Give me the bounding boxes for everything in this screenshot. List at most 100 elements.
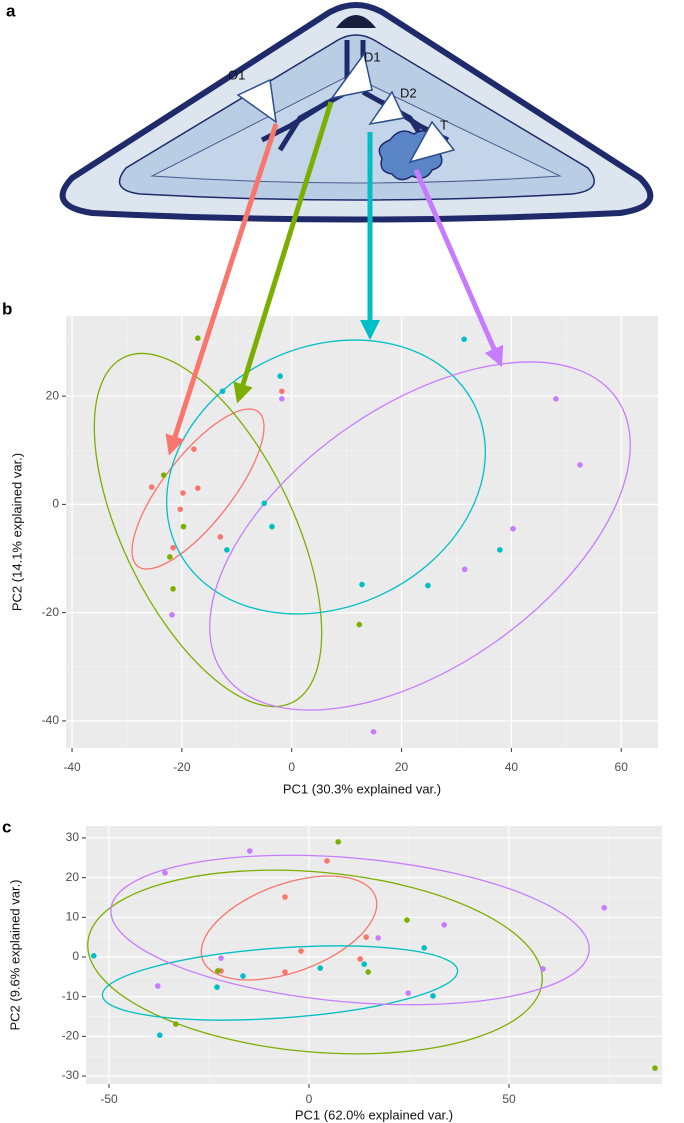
point — [224, 547, 230, 553]
point — [404, 917, 410, 923]
cell-core — [150, 74, 562, 184]
point — [317, 965, 324, 971]
confidence-ellipse — [200, 875, 378, 981]
point — [365, 969, 372, 975]
point — [162, 870, 168, 876]
ellipses — [93, 339, 631, 711]
y-tick-label: -10 — [62, 989, 80, 1003]
point — [405, 990, 412, 996]
ellipses — [87, 854, 590, 1055]
x-tick-label: -20 — [173, 760, 191, 774]
point — [510, 525, 516, 532]
point — [652, 1065, 658, 1071]
x-tick-label: 0 — [306, 1092, 313, 1106]
point — [240, 973, 246, 979]
confidence-ellipse — [166, 339, 486, 615]
y-tick-label: 0 — [52, 497, 59, 511]
x-tick-label: -50 — [100, 1092, 118, 1106]
point — [461, 336, 467, 343]
point — [282, 894, 288, 900]
point — [173, 1021, 179, 1027]
diagram-label: O1 — [228, 67, 245, 82]
point — [430, 993, 436, 999]
point — [177, 506, 184, 513]
x-tick-label: -40 — [63, 760, 81, 774]
diagram-label: T — [440, 117, 448, 132]
panel-label: a — [6, 1, 16, 20]
y-axis-title: PC2 (9.6% explained var.) — [7, 879, 22, 1030]
point — [601, 904, 607, 911]
y-tick-label: 10 — [66, 909, 80, 923]
point — [169, 612, 175, 618]
y-tick-label: -20 — [62, 1029, 80, 1043]
y-tick-label: 20 — [66, 870, 80, 884]
point — [359, 581, 365, 588]
point — [166, 554, 173, 560]
x-tick-label: 20 — [395, 760, 409, 774]
y-tick-label: -30 — [62, 1068, 80, 1082]
probes — [236, 52, 456, 164]
diagram-label: D1 — [364, 49, 381, 64]
point — [441, 922, 448, 928]
point — [194, 485, 201, 491]
plot-background — [66, 316, 658, 748]
panel-label: b — [2, 299, 12, 318]
point — [194, 335, 201, 341]
point — [219, 388, 226, 395]
point — [214, 984, 220, 990]
y-tick-label: 20 — [46, 388, 60, 402]
confidence-ellipse — [209, 361, 631, 711]
cell-diagram: O1 D1 D2 T — [59, 2, 654, 223]
point — [425, 582, 431, 589]
point — [279, 388, 285, 395]
point — [356, 621, 363, 628]
confidence-ellipse — [93, 352, 323, 708]
point — [282, 969, 288, 975]
point — [261, 500, 268, 507]
panel-label: c — [2, 817, 11, 836]
point — [217, 534, 224, 540]
arrow — [233, 101, 334, 404]
point — [324, 858, 330, 864]
point — [370, 728, 377, 735]
point — [180, 490, 186, 496]
point — [160, 472, 167, 478]
point — [247, 848, 253, 854]
point — [215, 968, 221, 974]
point — [497, 547, 503, 553]
x-axis-title: PC1 (30.3% explained var.) — [283, 781, 441, 796]
point — [540, 966, 546, 972]
point — [335, 839, 342, 845]
x-tick-label: 0 — [288, 760, 295, 774]
plot-background — [86, 826, 662, 1084]
y-tick-label: -40 — [42, 713, 60, 727]
confidence-ellipse — [87, 869, 543, 1055]
confidence-ellipse — [101, 945, 459, 1021]
x-tick-label: 60 — [615, 760, 629, 774]
y-tick-label: 30 — [66, 830, 80, 844]
point — [157, 1032, 163, 1038]
arrows — [165, 101, 504, 456]
point — [148, 484, 155, 490]
point — [553, 396, 559, 402]
point — [277, 373, 283, 379]
point — [170, 586, 176, 592]
point — [279, 396, 285, 402]
point — [191, 446, 197, 452]
y-tick-label: 0 — [72, 949, 79, 963]
point — [180, 523, 187, 530]
point — [363, 934, 370, 940]
y-axis-title: PC2 (14.1% explained var.) — [9, 453, 24, 611]
point — [577, 462, 583, 468]
nucleus — [336, 15, 376, 28]
point — [91, 952, 97, 959]
x-tick-label: 50 — [502, 1092, 516, 1106]
arrow — [413, 169, 504, 368]
point — [155, 983, 161, 989]
point — [218, 955, 224, 961]
point — [461, 566, 468, 573]
arrow — [165, 123, 279, 456]
x-tick-label: 40 — [505, 760, 519, 774]
y-tick-label: -20 — [42, 605, 60, 619]
